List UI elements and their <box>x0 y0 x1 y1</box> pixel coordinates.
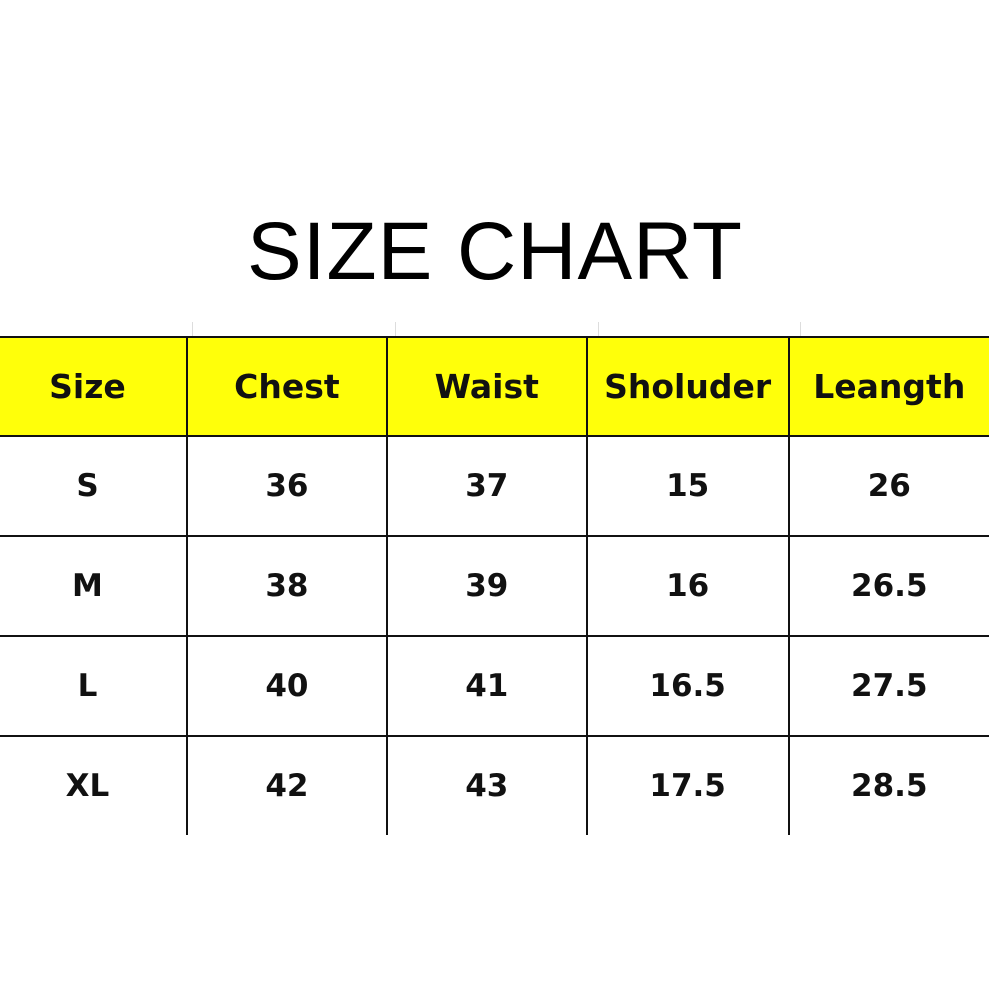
table-row: L 40 41 16.5 27.5 <box>0 635 989 737</box>
gridline-mark <box>598 322 599 336</box>
cell-waist: 39 <box>385 535 588 637</box>
header-row: Size Chest Waist Sholuder Leangth <box>0 336 989 437</box>
background-cutoff <box>0 836 1000 1000</box>
cell-length: 27.5 <box>787 635 989 737</box>
chart-title: SIZE CHART <box>247 206 743 297</box>
cell-chest: 42 <box>185 735 388 835</box>
table-row: S 36 37 15 26 <box>0 435 989 537</box>
table-row: M 38 39 16 26.5 <box>0 535 989 637</box>
cell-length: 26 <box>787 435 989 537</box>
cell-length: 26.5 <box>787 535 989 637</box>
cell-shoulder: 16.5 <box>585 635 790 737</box>
size-table: Size Chest Waist Sholuder Leangth S 36 3… <box>0 336 989 835</box>
header-waist: Waist <box>385 336 588 437</box>
cell-size: M <box>0 535 188 637</box>
header-shoulder: Sholuder <box>585 336 790 437</box>
cell-shoulder: 17.5 <box>585 735 790 835</box>
gridline-mark <box>192 322 193 336</box>
cell-waist: 37 <box>385 435 588 537</box>
gridline-mark <box>395 322 396 336</box>
header-size: Size <box>0 336 188 437</box>
header-chest: Chest <box>185 336 388 437</box>
cell-shoulder: 16 <box>585 535 790 637</box>
cell-size: L <box>0 635 188 737</box>
cell-waist: 43 <box>385 735 588 835</box>
header-length: Leangth <box>787 336 989 437</box>
cell-length: 28.5 <box>787 735 989 835</box>
table-row: XL 42 43 17.5 28.5 <box>0 735 989 835</box>
cell-chest: 36 <box>185 435 388 537</box>
cell-chest: 38 <box>185 535 388 637</box>
cell-shoulder: 15 <box>585 435 790 537</box>
cell-waist: 41 <box>385 635 588 737</box>
gridline-mark <box>800 322 801 336</box>
cell-chest: 40 <box>185 635 388 737</box>
cell-size: XL <box>0 735 188 835</box>
cell-size: S <box>0 435 188 537</box>
